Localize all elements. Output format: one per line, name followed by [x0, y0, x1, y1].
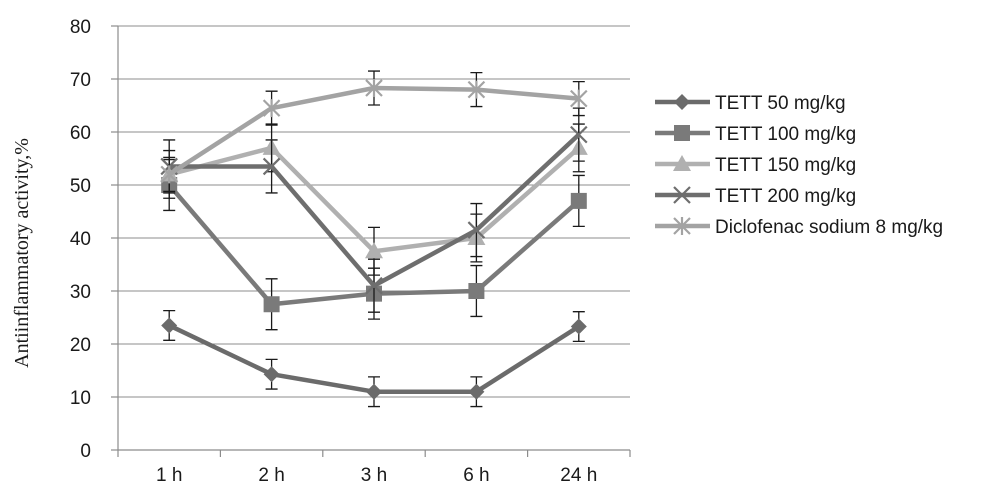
legend-marker — [673, 186, 691, 204]
legend-marker — [674, 94, 690, 110]
data-point — [467, 80, 486, 99]
data-point — [365, 242, 383, 259]
legend-label: TETT 150 mg/kg — [715, 155, 856, 176]
data-point — [262, 157, 281, 176]
series-1 — [161, 309, 587, 408]
x-tick-label: 3 h — [361, 465, 387, 486]
y-tick-label: 40 — [70, 229, 91, 250]
y-axis-label: Antiinflammatory activity,% — [11, 138, 33, 368]
data-point — [467, 221, 486, 239]
data-point — [262, 99, 281, 118]
y-tick-label: 50 — [70, 176, 91, 197]
y-tick-label: 0 — [80, 441, 91, 462]
data-point — [570, 125, 588, 144]
series-5 — [160, 70, 588, 193]
legend-item: TETT 150 mg/kg — [655, 155, 856, 176]
legend-marker — [674, 125, 690, 141]
y-tick-label: 80 — [70, 17, 91, 38]
data-point — [263, 296, 280, 313]
series-layer — [160, 70, 588, 408]
data-point — [161, 317, 178, 334]
legend-marker — [673, 217, 691, 235]
legend-item: Diclofenac sodium 8 mg/kg — [655, 217, 943, 238]
legend-label: TETT 100 mg/kg — [715, 124, 856, 145]
data-point — [366, 383, 382, 400]
legend: TETT 50 mg/kg TETT 100 mg/kg TETT 150 mg/k… — [655, 93, 943, 238]
y-tick-labels: 0 10 20 30 40 50 60 70 80 — [70, 17, 91, 462]
legend-label: Diclofenac sodium 8 mg/kg — [715, 217, 943, 238]
legend-item: TETT 200 mg/kg — [655, 186, 856, 207]
y-tick-label: 30 — [70, 282, 91, 303]
x-tick-label: 2 h — [258, 465, 284, 486]
legend-label: TETT 200 mg/kg — [715, 186, 856, 207]
data-point — [468, 383, 485, 400]
legend-item: TETT 50 mg/kg — [655, 93, 846, 114]
data-point — [570, 89, 588, 108]
y-tick-label: 70 — [70, 70, 91, 91]
x-tick-label: 24 h — [560, 465, 597, 486]
data-point — [365, 79, 383, 98]
data-point — [365, 276, 383, 295]
y-tick-label: 10 — [70, 388, 91, 409]
legend-marker — [673, 155, 691, 171]
data-point — [263, 366, 280, 383]
legend-label: TETT 50 mg/kg — [715, 93, 846, 114]
x-tick-label: 6 h — [463, 465, 489, 486]
axes — [111, 25, 631, 457]
data-point — [570, 318, 587, 335]
x-tick-label: 1 h — [156, 465, 182, 486]
x-tick-labels: 1 h 2 h 3 h 6 h 24 h — [156, 465, 597, 486]
data-point — [160, 165, 178, 184]
legend-item: TETT 100 mg/kg — [655, 124, 856, 145]
y-tick-label: 20 — [70, 335, 91, 356]
y-tick-label: 60 — [70, 123, 91, 144]
data-point — [468, 283, 485, 299]
data-point — [570, 192, 587, 209]
